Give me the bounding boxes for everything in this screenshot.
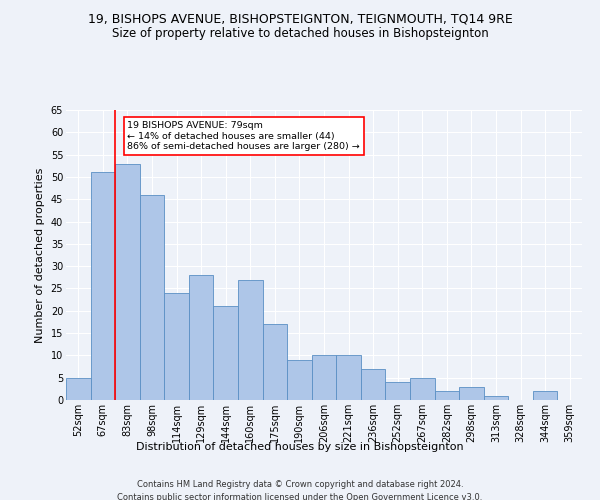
Bar	[164, 293, 189, 400]
Bar	[312, 356, 336, 400]
Bar	[189, 275, 214, 400]
Bar	[533, 391, 557, 400]
Bar	[361, 369, 385, 400]
Bar	[336, 356, 361, 400]
Bar	[434, 391, 459, 400]
Bar	[238, 280, 263, 400]
Bar	[140, 195, 164, 400]
Y-axis label: Number of detached properties: Number of detached properties	[35, 168, 45, 342]
Bar	[459, 386, 484, 400]
Bar	[66, 378, 91, 400]
Bar	[115, 164, 140, 400]
Text: 19, BISHOPS AVENUE, BISHOPSTEIGNTON, TEIGNMOUTH, TQ14 9RE: 19, BISHOPS AVENUE, BISHOPSTEIGNTON, TEI…	[88, 12, 512, 26]
Bar	[214, 306, 238, 400]
Text: Contains HM Land Registry data © Crown copyright and database right 2024.
Contai: Contains HM Land Registry data © Crown c…	[118, 480, 482, 500]
Text: Distribution of detached houses by size in Bishopsteignton: Distribution of detached houses by size …	[136, 442, 464, 452]
Bar	[385, 382, 410, 400]
Bar	[263, 324, 287, 400]
Bar	[410, 378, 434, 400]
Bar	[287, 360, 312, 400]
Text: 19 BISHOPS AVENUE: 79sqm
← 14% of detached houses are smaller (44)
86% of semi-d: 19 BISHOPS AVENUE: 79sqm ← 14% of detach…	[127, 121, 360, 151]
Bar	[91, 172, 115, 400]
Bar	[484, 396, 508, 400]
Text: Size of property relative to detached houses in Bishopsteignton: Size of property relative to detached ho…	[112, 28, 488, 40]
